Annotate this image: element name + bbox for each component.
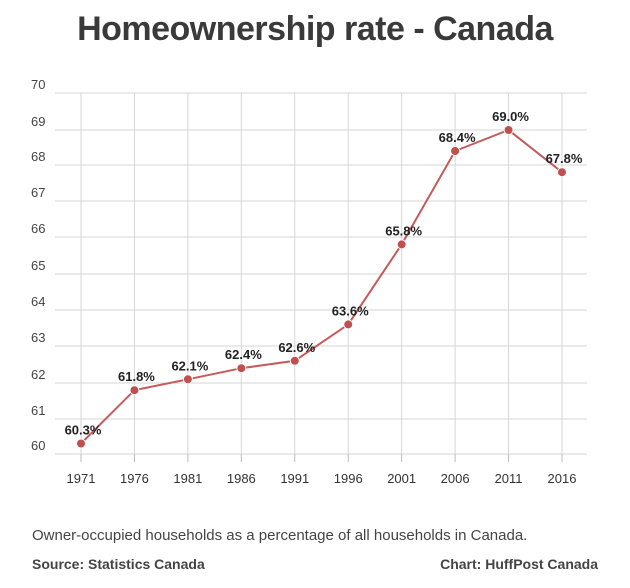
data-point (76, 438, 86, 449)
y-tick-label: 64 (31, 294, 45, 309)
y-tick-label: 65 (31, 258, 45, 273)
data-label: 65.8% (385, 223, 422, 238)
x-tick-label: 1991 (280, 471, 309, 486)
data-label: 61.8% (118, 369, 155, 384)
data-point (289, 355, 300, 366)
series-line (80, 128, 563, 445)
chart-caption: Owner-occupied households as a percentag… (32, 527, 528, 544)
x-tick-label: 1981 (173, 471, 202, 486)
y-axis-ticks: 60 61 62 63 64 65 66 67 68 69 70 (31, 77, 45, 453)
data-point (503, 125, 514, 135)
data-label: 60.3% (65, 423, 102, 438)
x-tick-label: 1971 (67, 471, 96, 486)
data-point (236, 363, 247, 374)
data-label: 62.6% (278, 340, 315, 355)
chart-title: Homeownership rate - Canada (77, 10, 553, 48)
source-note: Source: Statistics Canada (32, 556, 205, 572)
y-tick-label: 70 (31, 77, 45, 92)
data-labels: 60.3% 61.8% 62.1% 62.4% 62.6% 63.6% 65.8% 68.4%… (65, 109, 583, 438)
data-point (396, 239, 407, 250)
y-tick-label: 63 (31, 330, 45, 345)
data-label: 62.4% (225, 347, 262, 362)
data-point (557, 167, 567, 178)
grid-lines (55, 92, 587, 462)
data-label: 68.4% (439, 130, 476, 145)
x-tick-label: 1996 (334, 471, 363, 486)
data-point (129, 385, 140, 396)
x-axis-ticks: 1971 1976 1981 1986 1991 1996 2001 2006 2011 2016 (67, 471, 577, 486)
y-tick-label: 61 (31, 403, 45, 418)
y-tick-label: 60 (31, 438, 45, 453)
data-label: 69.0% (492, 109, 529, 124)
data-label: 63.6% (332, 303, 369, 318)
data-point (450, 146, 461, 156)
data-label: 62.1% (171, 358, 208, 373)
x-tick-label: 2001 (387, 471, 416, 486)
x-tick-label: 2006 (441, 471, 470, 486)
chart-credit: Chart: HuffPost Canada (440, 556, 598, 572)
x-tick-label: 2011 (495, 471, 523, 486)
x-tick-label: 2016 (548, 471, 577, 486)
y-tick-label: 66 (31, 221, 45, 236)
y-tick-label: 67 (31, 185, 45, 200)
data-label: 67.8% (546, 151, 583, 166)
x-tick-label: 1976 (120, 471, 149, 486)
y-tick-label: 69 (31, 114, 45, 129)
data-point (343, 319, 354, 330)
series-line-group (76, 125, 567, 449)
y-tick-label: 62 (31, 367, 45, 382)
x-tick-label: 1986 (227, 471, 256, 486)
data-point (182, 374, 193, 385)
y-tick-label: 68 (31, 149, 45, 164)
